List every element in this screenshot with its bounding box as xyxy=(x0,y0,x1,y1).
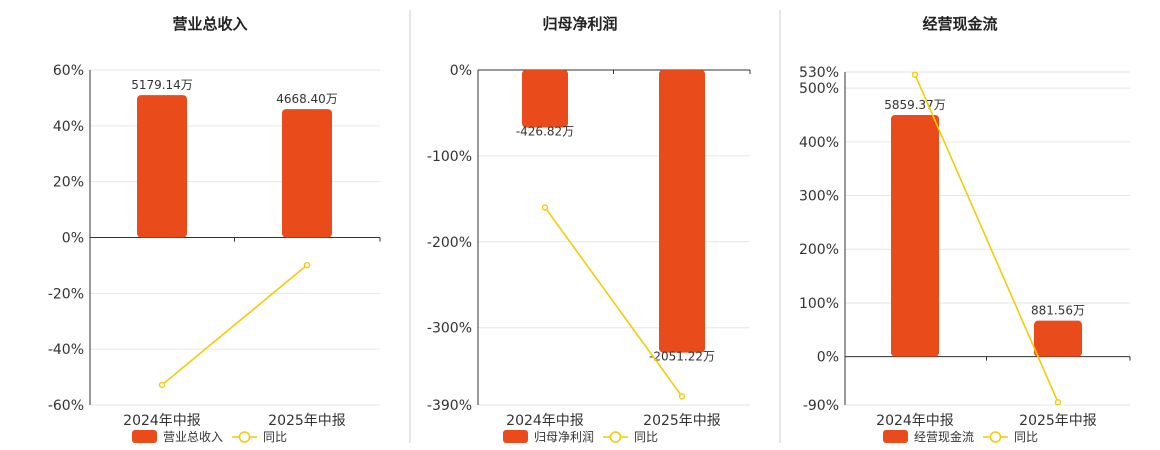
bar-data-label: 881.56万 xyxy=(1031,304,1085,318)
x-category-label: 2024年中报 xyxy=(123,413,201,429)
y-tick-label: 60% xyxy=(53,63,84,79)
y-tick-label: -300% xyxy=(427,321,472,337)
bar xyxy=(522,70,568,128)
legend-line-label: 同比 xyxy=(634,430,658,444)
legend-line-marker xyxy=(989,431,1002,443)
bar-data-label: 5179.14万 xyxy=(131,78,193,92)
yoy-point xyxy=(158,381,166,389)
y-tick-label: -100% xyxy=(427,149,472,165)
x-category-label: 2025年中报 xyxy=(643,413,721,429)
legend-line-marker xyxy=(609,431,622,443)
yoy-line xyxy=(161,264,308,386)
bar-data-label: -426.82万 xyxy=(516,125,574,139)
y-tick-label: 40% xyxy=(53,119,84,135)
bar xyxy=(282,109,332,238)
chart-title: 营业总收入 xyxy=(172,15,247,33)
yoy-point xyxy=(303,261,311,269)
bar-data-label: 5859.37万 xyxy=(884,98,946,112)
yoy-point xyxy=(1054,399,1062,406)
legend-line-label: 同比 xyxy=(1014,430,1038,444)
chart-title: 归母净利润 xyxy=(542,15,617,33)
x-category-label: 2025年中报 xyxy=(1019,413,1097,429)
y-tick-label: 20% xyxy=(53,175,84,191)
bar xyxy=(1034,320,1082,357)
y-tick-label: 500% xyxy=(799,81,839,97)
y-tick-label: 0% xyxy=(62,231,84,247)
yoy-point xyxy=(541,204,549,211)
yoy-line xyxy=(544,206,683,397)
legend-bar-swatch xyxy=(503,430,528,443)
y-tick-label: 100% xyxy=(799,296,839,312)
bar xyxy=(137,95,187,238)
y-tick-label: 300% xyxy=(799,189,839,205)
legend-bar-label: 归母净利润 xyxy=(534,430,594,444)
x-category-label: 2024年中报 xyxy=(506,413,584,429)
legend-line-marker xyxy=(238,431,251,443)
y-tick-label: -200% xyxy=(427,235,472,251)
y-tick-label: 0% xyxy=(450,63,472,79)
y-tick-label: 200% xyxy=(799,242,839,258)
y-tick-label: -390% xyxy=(427,398,472,414)
y-tick-label: -20% xyxy=(48,286,84,302)
legend-bar-swatch xyxy=(132,430,157,443)
legend-bar-label: 营业总收入 xyxy=(163,430,223,444)
y-tick-label: 400% xyxy=(799,135,839,151)
yoy-point xyxy=(678,393,686,400)
x-category-label: 2025年中报 xyxy=(268,413,346,429)
bar xyxy=(659,70,705,353)
bar-data-label: -2051.22万 xyxy=(649,350,715,364)
y-tick-label: 0% xyxy=(817,350,839,366)
y-tick-label: -40% xyxy=(48,342,84,358)
yoy-line xyxy=(914,74,1059,403)
yoy-point xyxy=(911,71,919,78)
x-category-label: 2024年中报 xyxy=(876,413,954,429)
legend-bar-swatch xyxy=(883,430,908,443)
legend-bar-label: 经营现金流 xyxy=(914,429,974,444)
legend-line-label: 同比 xyxy=(263,430,287,444)
y-tick-label: -90% xyxy=(803,398,839,414)
bar-data-label: 4668.40万 xyxy=(276,92,338,106)
chart-title: 经营现金流 xyxy=(922,15,997,33)
y-tick-label: 530% xyxy=(799,65,839,81)
y-tick-label: -60% xyxy=(48,398,84,414)
bar xyxy=(891,114,939,357)
